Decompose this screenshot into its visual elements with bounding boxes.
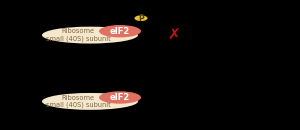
- Ellipse shape: [42, 27, 138, 44]
- Text: Ribosome
small (40S) subunit: Ribosome small (40S) subunit: [46, 28, 110, 42]
- Text: ✗: ✗: [168, 28, 180, 43]
- Ellipse shape: [42, 93, 138, 110]
- Ellipse shape: [99, 91, 141, 104]
- Ellipse shape: [99, 25, 141, 37]
- Text: P: P: [138, 14, 144, 23]
- Text: eIF2: eIF2: [110, 93, 130, 102]
- Text: eIF2: eIF2: [110, 27, 130, 36]
- Text: Ribosome
small (40S) subunit: Ribosome small (40S) subunit: [46, 95, 110, 108]
- Circle shape: [134, 15, 148, 21]
